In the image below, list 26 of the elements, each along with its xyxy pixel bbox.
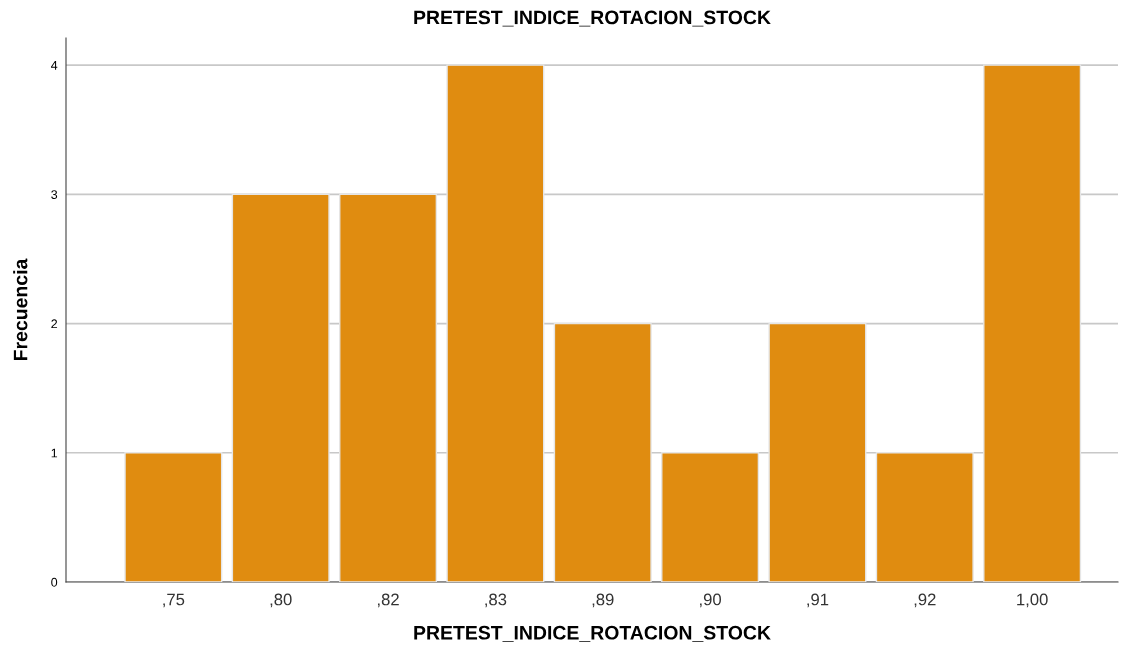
x-tick-label: ,92 (914, 593, 936, 608)
x-axis-title: PRETEST_INDICE_ROTACION_STOCK (414, 625, 771, 642)
x-tick-label: ,82 (377, 593, 399, 608)
bar (875, 452, 974, 582)
bar (339, 193, 438, 582)
bar (661, 452, 760, 582)
bar (983, 64, 1082, 582)
chart-title: PRETEST_INDICE_ROTACION_STOCK (414, 10, 771, 27)
bar (231, 193, 330, 582)
y-tick-label: 4 (51, 61, 58, 70)
y-tick-label: 2 (51, 319, 58, 329)
y-tick-label: 0 (51, 577, 58, 587)
x-tick-label: ,75 (163, 593, 185, 608)
y-tick-label: 3 (51, 190, 58, 199)
x-tick-label: ,89 (592, 593, 614, 608)
bar (124, 452, 223, 582)
x-tick-label: 1,00 (1017, 593, 1048, 608)
y-axis-title: Frecuencia (13, 258, 28, 361)
bar (446, 64, 545, 582)
bar (553, 322, 652, 582)
x-tick-label: ,90 (700, 593, 722, 608)
bar (768, 322, 867, 582)
x-tick-label: ,80 (270, 593, 292, 608)
x-tick-label: ,83 (485, 593, 507, 608)
x-tick-label: ,91 (807, 593, 829, 608)
y-tick-label: 1 (51, 448, 58, 458)
